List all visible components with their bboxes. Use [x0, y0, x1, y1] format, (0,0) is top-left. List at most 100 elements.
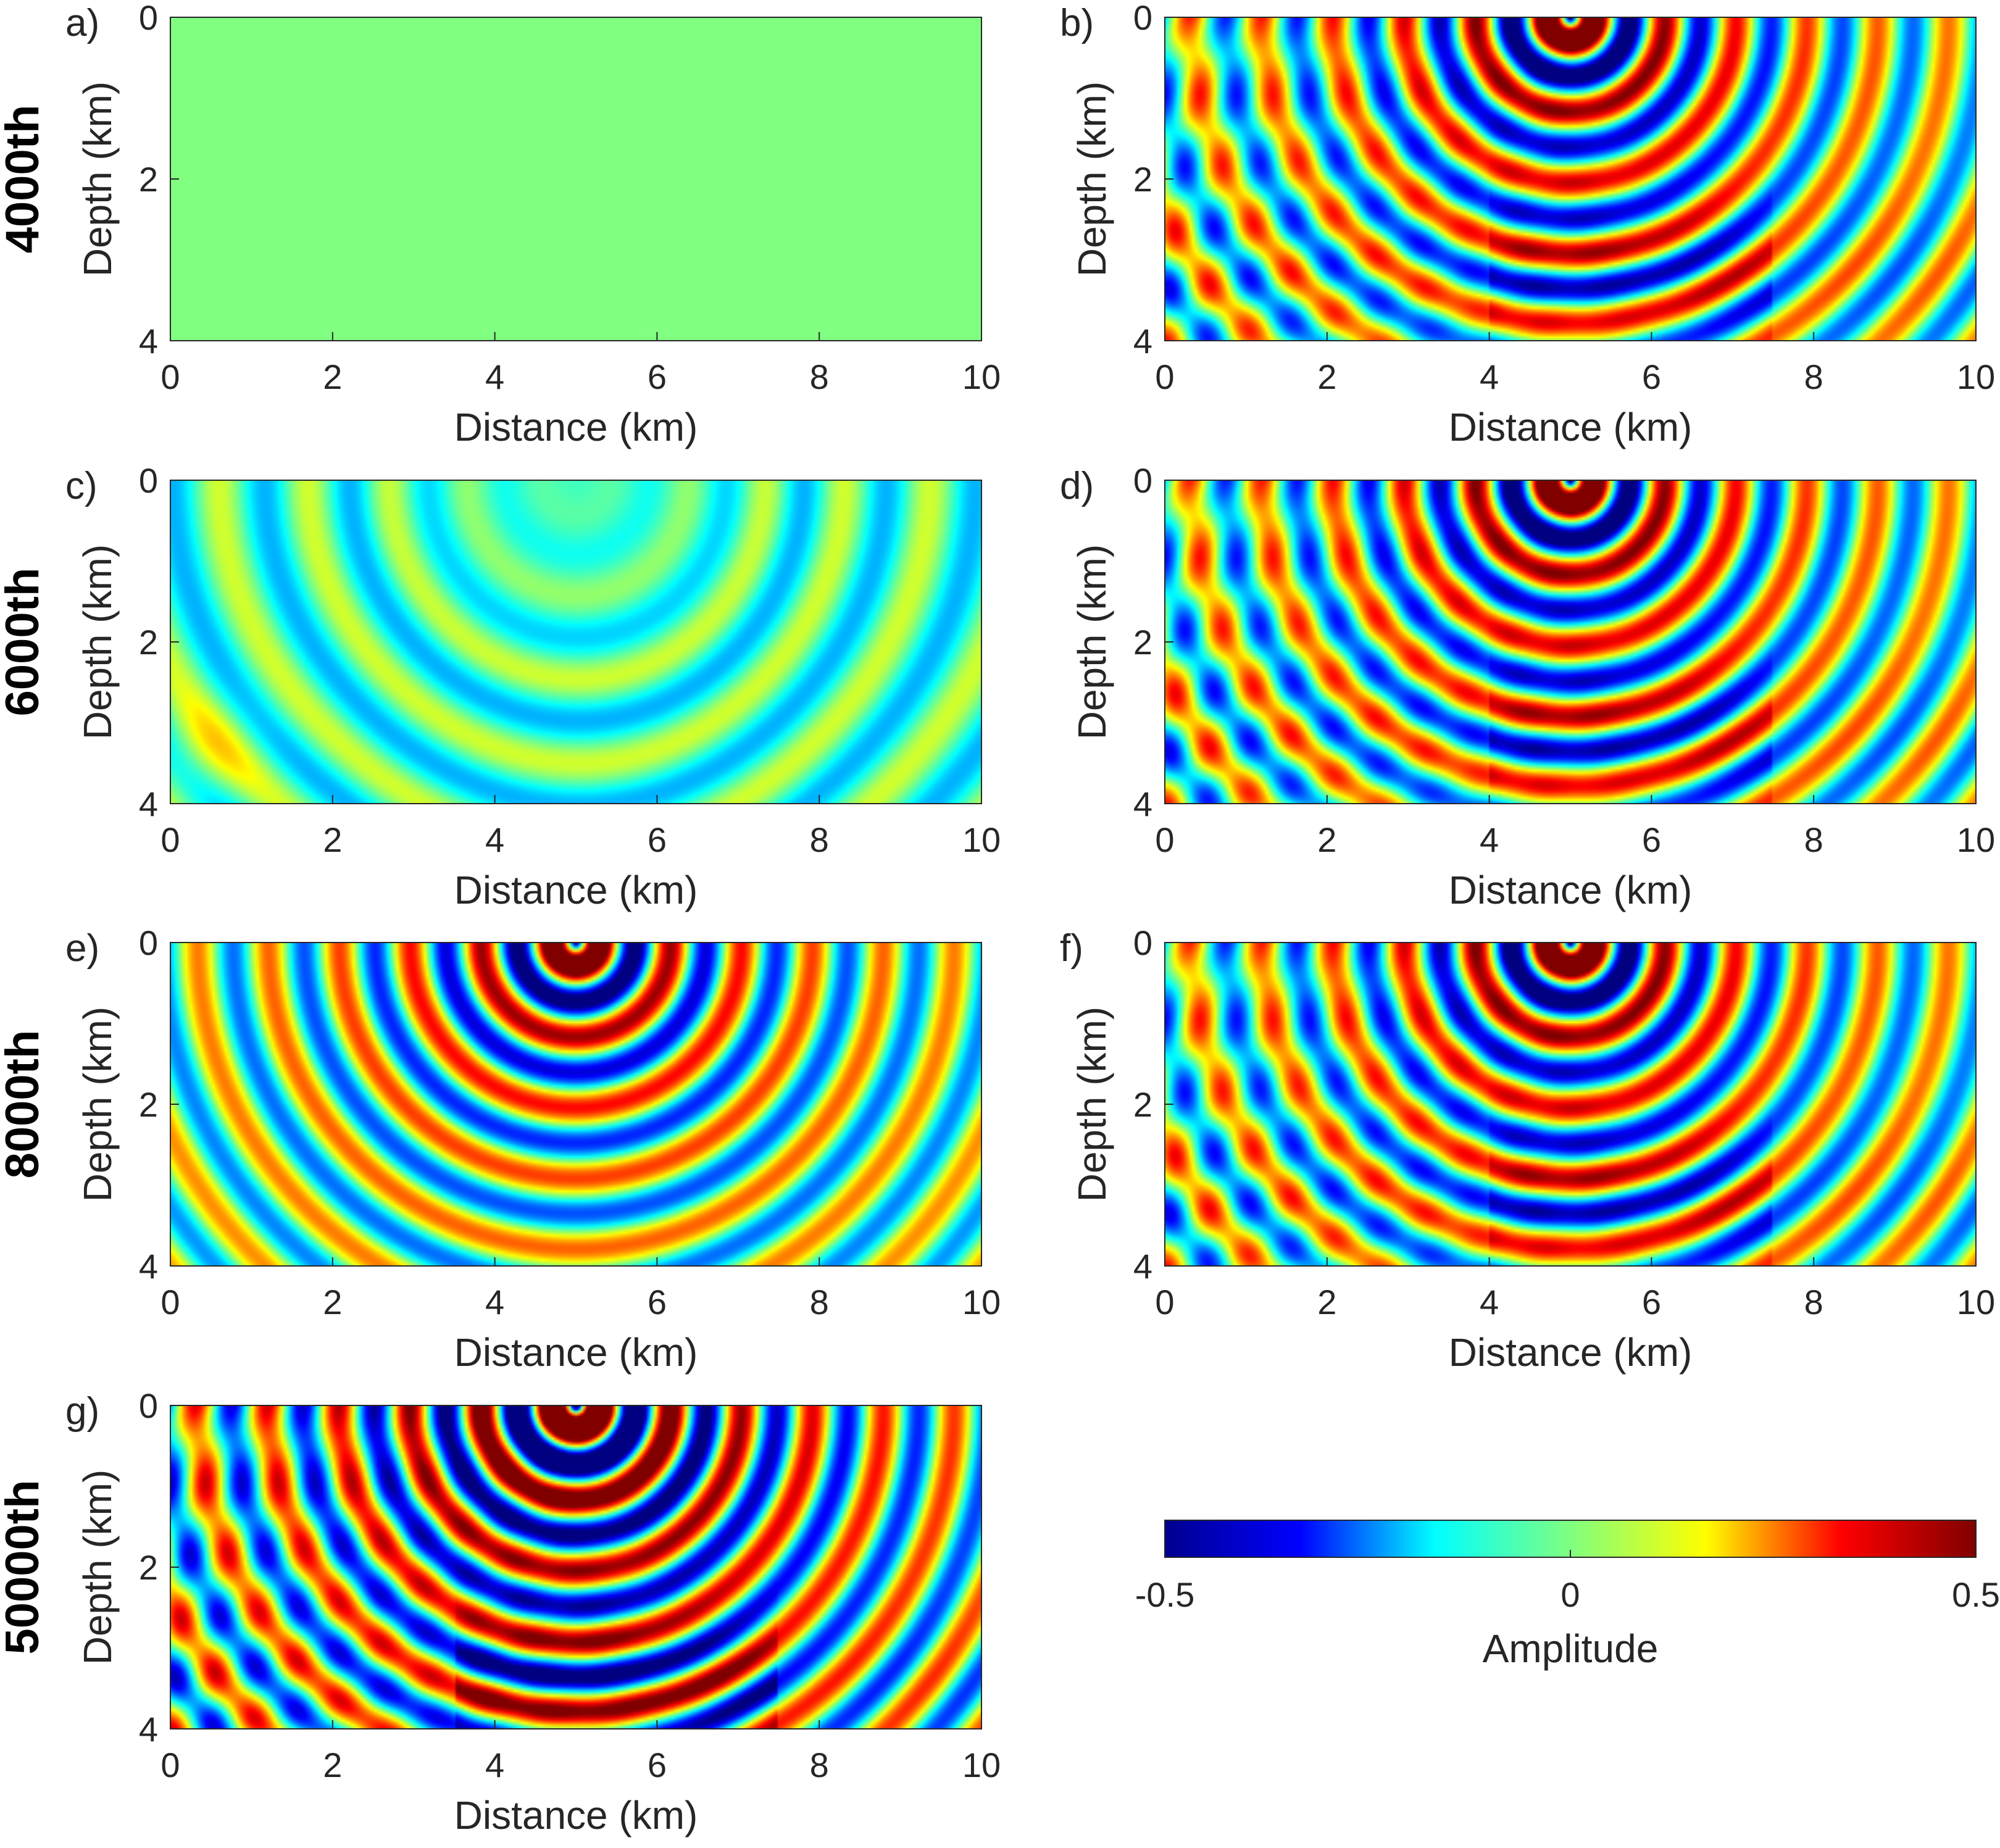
x-tick-label: 8 — [810, 357, 829, 396]
x-tick-label: 0 — [1155, 820, 1174, 859]
panel-b: b) 0 2 4 6 8 10 0 2 4 Distance (km) Depth (km) — [1060, 0, 1995, 449]
x-axis-label: Distance (km) — [454, 868, 698, 912]
x-axis-label: Distance (km) — [454, 405, 698, 449]
y-tick-label: 4 — [139, 322, 158, 360]
y-axis-label: Depth (km) — [75, 81, 120, 277]
wavefield-image — [170, 17, 981, 341]
x-axis-label: Distance (km) — [454, 1330, 698, 1375]
x-tick-label: 2 — [323, 1283, 342, 1321]
panel-label: g) — [65, 1390, 99, 1433]
y-tick-label: 2 — [139, 160, 158, 199]
wavefield-image — [170, 943, 981, 1266]
y-axis-label: Depth (km) — [75, 544, 120, 740]
x-tick-label: 4 — [485, 1746, 504, 1784]
x-tick-label: 10 — [962, 820, 1001, 859]
y-axis-label: Depth (km) — [1070, 1007, 1114, 1202]
x-tick-label: 0 — [1155, 1283, 1174, 1321]
panels: a) 0 2 4 6 8 10 0 2 4 Distance (km) Depth (km) b) 0 2 4… — [65, 0, 1995, 1838]
y-axis-label: Depth (km) — [1070, 81, 1114, 277]
x-tick-label: 10 — [962, 357, 1001, 396]
panel-label: b) — [1060, 2, 1094, 44]
y-tick-label: 0 — [139, 0, 158, 37]
x-axis-label: Distance (km) — [1449, 1330, 1693, 1375]
x-tick-label: 8 — [810, 820, 829, 859]
x-tick-label: 6 — [648, 357, 667, 396]
colorbar-tick-label: 0 — [1560, 1575, 1580, 1614]
x-axis-label: Distance (km) — [1449, 868, 1693, 912]
x-tick-label: 8 — [810, 1746, 829, 1784]
x-tick-label: 6 — [648, 1746, 667, 1784]
x-tick-label: 10 — [1957, 820, 1995, 859]
x-tick-label: 2 — [323, 357, 342, 396]
x-tick-label: 8 — [1804, 1283, 1823, 1321]
colorbar-tick-label: -0.5 — [1135, 1575, 1195, 1614]
row-labels: 4000th 6000th 8000th 50000th — [0, 105, 49, 1655]
y-tick-label: 4 — [1133, 785, 1152, 823]
wavefield-image — [170, 480, 981, 804]
panel-label: a) — [65, 2, 99, 44]
y-tick-label: 2 — [1133, 160, 1152, 199]
y-tick-label: 0 — [1133, 461, 1152, 500]
panel-f: f) 0 2 4 6 8 10 0 2 4 Distance (km) Depth (km) — [1060, 923, 1995, 1375]
x-tick-label: 4 — [1480, 357, 1499, 396]
x-tick-label: 2 — [1317, 1283, 1336, 1321]
x-tick-label: 6 — [648, 820, 667, 859]
x-tick-label: 0 — [160, 820, 180, 859]
x-tick-label: 0 — [160, 357, 180, 396]
x-tick-label: 4 — [485, 820, 504, 859]
panel-d: d) 0 2 4 6 8 10 0 2 4 Distance (km) Depth (km) — [1060, 461, 1995, 912]
colorbar: -0.5 0 0.5 Amplitude — [1135, 1520, 2000, 1671]
row-label: 8000th — [0, 1030, 49, 1179]
x-tick-label: 0 — [160, 1283, 180, 1321]
y-tick-label: 4 — [139, 785, 158, 823]
y-tick-label: 2 — [139, 623, 158, 662]
x-tick-label: 8 — [810, 1283, 829, 1321]
panel-e: e) 0 2 4 6 8 10 0 2 4 Distance (km) Depth (km) — [65, 923, 1001, 1375]
y-tick-label: 0 — [1133, 923, 1152, 962]
x-tick-label: 10 — [1957, 357, 1995, 396]
x-tick-label: 10 — [1957, 1283, 1995, 1321]
x-tick-label: 2 — [323, 820, 342, 859]
wavefield-image — [1165, 943, 1976, 1266]
y-axis-label: Depth (km) — [75, 1007, 120, 1202]
y-tick-label: 4 — [139, 1247, 158, 1286]
x-tick-label: 4 — [1480, 820, 1499, 859]
x-tick-label: 8 — [1804, 357, 1823, 396]
x-axis-label: Distance (km) — [1449, 405, 1693, 449]
x-tick-label: 6 — [1642, 1283, 1661, 1321]
x-tick-label: 6 — [648, 1283, 667, 1321]
row-label: 4000th — [0, 105, 49, 254]
x-tick-label: 0 — [1155, 357, 1174, 396]
y-tick-label: 0 — [139, 1386, 158, 1425]
x-tick-label: 0 — [160, 1746, 180, 1784]
panel-c: c) 0 2 4 6 8 10 0 2 4 Distance (km) Depth (km) — [65, 461, 1001, 912]
y-tick-label: 4 — [1133, 1247, 1152, 1286]
x-tick-label: 2 — [1317, 820, 1336, 859]
y-tick-label: 0 — [1133, 0, 1152, 37]
y-tick-label: 2 — [1133, 623, 1152, 662]
panel-label: f) — [1060, 927, 1083, 970]
x-tick-label: 4 — [485, 357, 504, 396]
x-tick-label: 6 — [1642, 820, 1661, 859]
x-tick-label: 10 — [962, 1746, 1001, 1784]
panel-label: c) — [65, 465, 98, 507]
x-tick-label: 2 — [323, 1746, 342, 1784]
y-tick-label: 2 — [1133, 1085, 1152, 1124]
x-axis-label: Distance (km) — [454, 1793, 698, 1838]
x-tick-label: 6 — [1642, 357, 1661, 396]
wavefield-image — [1165, 17, 1976, 341]
panel-g: g) 0 2 4 6 8 10 0 2 4 Distance (km) Depth (km) — [65, 1386, 1001, 1838]
y-tick-label: 4 — [139, 1710, 158, 1749]
y-axis-label: Depth (km) — [1070, 544, 1114, 740]
row-label: 50000th — [0, 1480, 49, 1654]
x-tick-label: 4 — [1480, 1283, 1499, 1321]
y-tick-label: 2 — [139, 1548, 158, 1587]
x-tick-label: 10 — [962, 1283, 1001, 1321]
row-label: 6000th — [0, 568, 49, 717]
y-tick-label: 0 — [139, 923, 158, 962]
y-tick-label: 4 — [1133, 322, 1152, 360]
panel-label: e) — [65, 927, 99, 970]
wavefield-image — [170, 1405, 981, 1729]
y-tick-label: 0 — [139, 461, 158, 500]
